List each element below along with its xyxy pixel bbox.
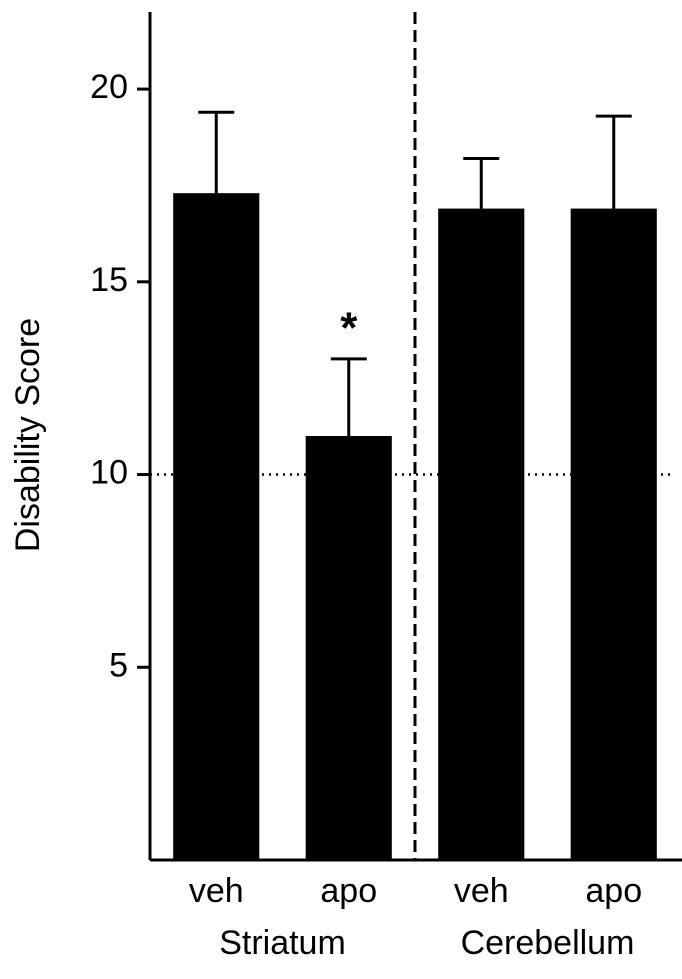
x-tick-label: veh	[454, 872, 509, 910]
y-tick-label: 10	[90, 454, 128, 492]
bar	[570, 208, 657, 861]
group-label: Cerebellum	[461, 924, 635, 962]
x-tick-label: apo	[320, 872, 377, 910]
y-axis-label: Disability Score	[9, 318, 47, 552]
significance-marker: *	[340, 304, 358, 353]
bar	[438, 208, 525, 861]
y-tick-label: 20	[90, 68, 128, 106]
bar	[305, 436, 392, 860]
x-tick-label: veh	[189, 872, 244, 910]
y-tick-label: 15	[90, 261, 128, 299]
group-label: Striatum	[219, 924, 346, 962]
y-tick-label: 5	[109, 646, 128, 684]
bar	[173, 193, 260, 860]
x-tick-label: apo	[585, 872, 642, 910]
